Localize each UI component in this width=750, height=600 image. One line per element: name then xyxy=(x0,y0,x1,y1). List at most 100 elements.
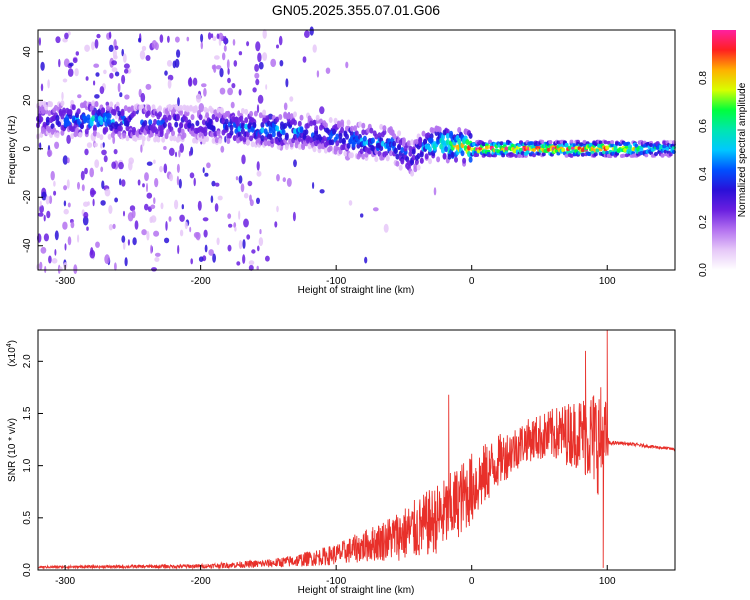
heatmap-cell xyxy=(346,142,351,149)
heatmap-cell xyxy=(114,197,118,203)
heatmap-cell xyxy=(224,35,227,46)
heatmap-cell xyxy=(84,44,90,52)
snr-x-ticks: -300 -200 -100 0 100 xyxy=(55,565,616,587)
heatmap-cell xyxy=(232,39,236,46)
heatmap-cell xyxy=(256,170,262,177)
heatmap-cell xyxy=(374,156,379,163)
y-tick-label: 40 xyxy=(22,46,33,58)
heatmap-cell xyxy=(397,144,402,151)
heatmap-cell xyxy=(123,105,128,112)
heatmap-cell xyxy=(304,129,309,135)
heatmap-cell xyxy=(210,195,214,203)
heatmap-cell xyxy=(154,177,159,188)
svg-text:(x104): (x104) xyxy=(6,340,18,367)
heatmap-cell xyxy=(110,122,115,129)
heatmap-cell xyxy=(177,135,182,142)
heatmap-cell xyxy=(185,105,190,112)
heatmap-cell xyxy=(70,133,75,140)
heatmap-cell xyxy=(91,41,95,51)
heatmap-cell xyxy=(445,128,450,135)
heatmap-cell xyxy=(138,134,143,140)
heatmap-cell xyxy=(99,86,105,95)
heatmap-cell xyxy=(299,126,304,133)
heatmap-cell xyxy=(602,150,606,155)
heatmap-cell xyxy=(398,164,403,171)
y-tick-label: 1.5 xyxy=(22,406,33,420)
heatmap-cell xyxy=(249,135,254,142)
heatmap-cell xyxy=(252,122,257,128)
heatmap-cell xyxy=(297,120,302,127)
heatmap-cell xyxy=(165,221,168,231)
heatmap-cell xyxy=(113,149,118,155)
heatmap-cell xyxy=(186,36,190,42)
heatmap-cell xyxy=(64,32,69,40)
heatmap-cell xyxy=(257,52,262,63)
heatmap-cell xyxy=(48,255,52,264)
heatmap-cell xyxy=(138,37,142,43)
heatmap-cell xyxy=(410,170,415,177)
heatmap-cell xyxy=(112,223,116,229)
heatmap-cell xyxy=(66,179,70,189)
heatmap-cell xyxy=(85,76,89,81)
heatmap-cell xyxy=(145,83,152,90)
snr-panel: -300 -200 -100 0 100 0.0 0.5 1.0 1.5 2.0 Height … xyxy=(6,329,676,596)
heatmap-cell xyxy=(146,182,148,193)
heatmap-cell xyxy=(164,70,168,76)
heatmap-cell xyxy=(610,143,615,148)
heatmap-cell xyxy=(252,87,257,93)
heatmap-cell xyxy=(488,139,493,144)
heatmap-cell xyxy=(364,256,368,264)
heatmap-cell xyxy=(256,104,260,113)
heatmap-cell xyxy=(190,114,195,121)
heatmap-cell xyxy=(343,150,348,157)
heatmap-cell xyxy=(345,133,349,140)
heatmap-cell xyxy=(83,211,89,219)
heatmap-cell xyxy=(260,127,265,134)
heatmap-cell xyxy=(53,104,58,111)
heatmap-cell xyxy=(45,119,50,126)
heatmap-cell xyxy=(158,111,162,118)
snr-y-ticks: 0.0 0.5 1.0 1.5 2.0 xyxy=(22,354,43,577)
heatmap-cell xyxy=(309,120,314,127)
heatmap-cell xyxy=(62,107,66,114)
heatmap-cell xyxy=(323,122,328,129)
heatmap-cell xyxy=(227,77,231,84)
heatmap-cell xyxy=(256,197,260,204)
heatmap-cell xyxy=(123,63,130,69)
heatmap-cell xyxy=(299,114,304,121)
heatmap-cell xyxy=(91,110,96,116)
heatmap-cell xyxy=(100,143,103,149)
heatmap-cell xyxy=(532,147,536,152)
heatmap-cell xyxy=(153,197,156,205)
heatmap-cell xyxy=(204,172,209,177)
heatmap-cell xyxy=(111,161,117,169)
heatmap-cell xyxy=(411,154,416,161)
heatmap-cell xyxy=(175,151,177,158)
heatmap-cell xyxy=(46,149,53,157)
heatmap-cell xyxy=(238,175,243,184)
heatmap-cell xyxy=(255,41,261,52)
heatmap-cell xyxy=(595,148,600,153)
heatmap-cell xyxy=(189,226,192,233)
heatmap-cell xyxy=(94,39,99,49)
heatmap-cell xyxy=(224,136,227,143)
heatmap-cell xyxy=(238,239,243,250)
heatmap-cell xyxy=(258,112,263,119)
heatmap-cell xyxy=(58,58,61,68)
heatmap-cell xyxy=(39,200,42,207)
heatmap-cell xyxy=(227,244,232,252)
heatmap-cell xyxy=(569,153,574,158)
heatmap-cell xyxy=(64,243,67,251)
heatmap-cell xyxy=(227,87,234,96)
heatmap-cell xyxy=(447,153,452,160)
heatmap-cell xyxy=(341,138,346,145)
heatmap-cell xyxy=(276,143,281,150)
heatmap-cell xyxy=(605,145,610,150)
heatmap-cell xyxy=(62,221,68,230)
heatmap-cell xyxy=(436,156,441,163)
heatmap-cell xyxy=(414,138,419,145)
heatmap-cell xyxy=(395,153,400,160)
spectrogram-frame xyxy=(37,29,676,271)
heatmap-cell xyxy=(210,131,214,138)
